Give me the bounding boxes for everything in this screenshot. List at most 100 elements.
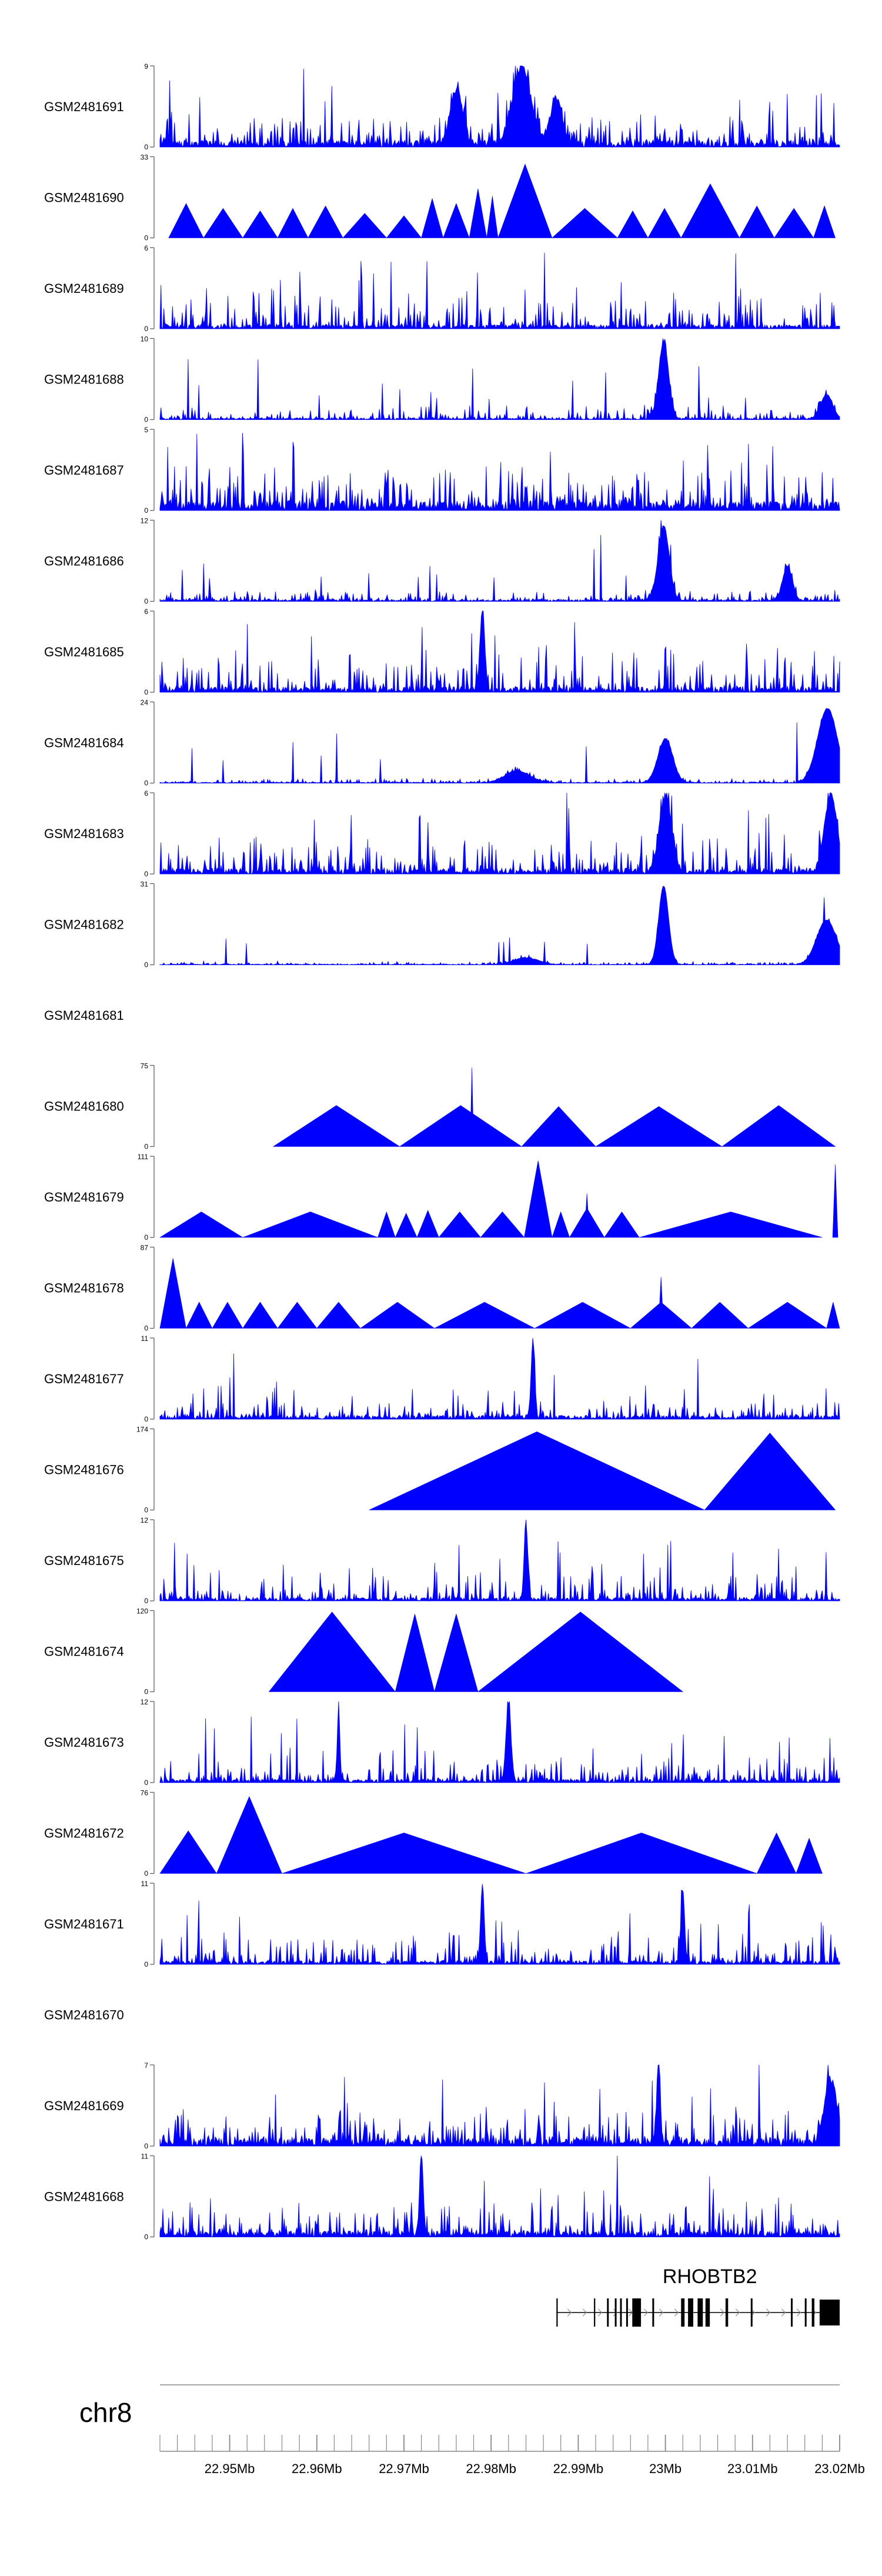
y-tick-label-min: 0 xyxy=(144,234,148,242)
exon xyxy=(705,2298,710,2327)
track-GSM2481672: GSM2481672 76 0 xyxy=(44,1789,823,1878)
track-GSM2481670: GSM2481670 xyxy=(44,2008,124,2023)
y-tick-label-max: 75 xyxy=(141,1062,149,1070)
track-label: GSM2481683 xyxy=(44,826,124,841)
track-label: GSM2481676 xyxy=(44,1463,124,1477)
exon xyxy=(804,2298,807,2327)
track-label: GSM2481674 xyxy=(44,1644,124,1659)
x-tick-label: 23Mb xyxy=(649,2461,681,2476)
y-tick-label-min: 0 xyxy=(144,1506,148,1514)
track-label: GSM2481681 xyxy=(44,1008,124,1023)
coverage-area-GSM2481687 xyxy=(159,432,840,511)
track-GSM2481675: GSM2481675 12 0 xyxy=(44,1516,840,1605)
strand-arrow xyxy=(613,2308,618,2317)
exon xyxy=(750,2298,753,2327)
coverage-area-GSM2481675 xyxy=(159,1519,840,1602)
track-GSM2481673: GSM2481673 12 0 xyxy=(44,1698,840,1787)
track-GSM2481677: GSM2481677 11 0 xyxy=(44,1334,840,1423)
strand-arrow xyxy=(659,2308,664,2317)
strand-arrow xyxy=(582,2308,587,2317)
coverage-area-GSM2481674 xyxy=(268,1611,684,1692)
coverage-area-GSM2481676 xyxy=(369,1431,836,1510)
y-tick-label-max: 6 xyxy=(144,244,148,252)
coverage-area-GSM2481690 xyxy=(168,163,836,238)
gene-track: RHOBTB2 xyxy=(556,2265,840,2327)
y-tick-label-max: 24 xyxy=(141,699,149,707)
y-tick-label-max: 6 xyxy=(144,608,148,616)
exon xyxy=(632,2298,642,2327)
y-tick-label-min: 0 xyxy=(144,688,148,696)
track-label: GSM2481686 xyxy=(44,554,124,569)
coverage-area-GSM2481691 xyxy=(159,65,840,148)
track-GSM2481682: GSM2481682 31 0 xyxy=(44,880,840,969)
y-tick-label-min: 0 xyxy=(144,2233,148,2241)
strand-arrow xyxy=(643,2308,649,2317)
exon xyxy=(681,2298,685,2327)
y-tick-label-max: 5 xyxy=(144,426,148,434)
track-label: GSM2481685 xyxy=(44,645,124,659)
track-GSM2481676: GSM2481676 174 0 xyxy=(44,1426,836,1514)
y-tick-label-min: 0 xyxy=(144,1233,148,1242)
x-tick-label: 23.02Mb xyxy=(814,2461,865,2476)
exon xyxy=(697,2298,703,2327)
exon xyxy=(626,2298,628,2327)
track-label: GSM2481671 xyxy=(44,1917,124,1931)
track-label: GSM2481680 xyxy=(44,1099,124,1114)
track-GSM2481690: GSM2481690 33 0 xyxy=(44,154,836,242)
coverage-area-GSM2481686 xyxy=(159,520,840,602)
y-tick-label-max: 6 xyxy=(144,789,148,798)
track-label: GSM2481679 xyxy=(44,1190,124,1204)
track-label: GSM2481684 xyxy=(44,736,124,750)
track-GSM2481681: GSM2481681 xyxy=(44,1008,124,1023)
y-tick-label-min: 0 xyxy=(144,598,148,606)
y-tick-label-min: 0 xyxy=(144,1870,148,1878)
exon xyxy=(791,2298,793,2327)
strand-arrow xyxy=(674,2308,679,2317)
chromosome-label: chr8 xyxy=(79,2397,132,2428)
coverage-area-GSM2481688 xyxy=(159,338,840,421)
strand-arrow xyxy=(796,2308,801,2317)
track-label: GSM2481670 xyxy=(44,2008,124,2023)
y-tick-label-min: 0 xyxy=(144,870,148,878)
y-tick-label-max: 12 xyxy=(141,1516,149,1524)
y-tick-label-min: 0 xyxy=(144,1597,148,1605)
coverage-area-GSM2481683 xyxy=(159,792,840,875)
track-label: GSM2481678 xyxy=(44,1281,124,1296)
track-label: GSM2481690 xyxy=(44,191,124,205)
exon xyxy=(811,2298,814,2327)
y-tick-label-max: 12 xyxy=(141,1698,149,1706)
y-tick-label-max: 87 xyxy=(141,1244,149,1252)
exon xyxy=(607,2298,609,2327)
track-GSM2481679: GSM2481679 111 0 xyxy=(44,1153,838,1242)
strand-arrow xyxy=(720,2308,725,2317)
track-GSM2481687: GSM2481687 5 0 xyxy=(44,426,840,515)
strand-arrow xyxy=(597,2308,603,2317)
coverage-area-GSM2481684 xyxy=(159,708,840,784)
exon xyxy=(725,2298,729,2327)
y-tick-label-max: 120 xyxy=(136,1607,148,1616)
coverage-area-GSM2481672 xyxy=(159,1796,823,1874)
track-GSM2481674: GSM2481674 120 0 xyxy=(44,1607,684,1696)
y-tick-label-min: 0 xyxy=(144,143,148,151)
y-tick-label-max: 11 xyxy=(141,1334,149,1343)
y-tick-label-min: 0 xyxy=(144,2142,148,2150)
y-tick-label-max: 111 xyxy=(138,1153,149,1161)
track-GSM2481689: GSM2481689 6 0 xyxy=(44,244,840,333)
y-tick-label-max: 11 xyxy=(141,1880,149,1888)
y-tick-label-min: 0 xyxy=(144,961,148,969)
track-GSM2481671: GSM2481671 11 0 xyxy=(44,1880,840,1968)
track-label: GSM2481677 xyxy=(44,1372,124,1386)
y-tick-label-max: 12 xyxy=(141,517,149,525)
x-tick-label: 22.97Mb xyxy=(379,2461,429,2476)
track-label: GSM2481675 xyxy=(44,1553,124,1568)
coverage-area-GSM2481673 xyxy=(159,1701,840,1784)
track-GSM2481678: GSM2481678 87 0 xyxy=(44,1244,840,1333)
track-GSM2481669: GSM2481669 7 0 xyxy=(44,2061,840,2150)
y-tick-label-max: 31 xyxy=(141,880,149,889)
coverage-area-GSM2481671 xyxy=(159,1884,840,1966)
coverage-area-GSM2481680 xyxy=(272,1067,836,1147)
track-label: GSM2481669 xyxy=(44,2098,124,2113)
strand-arrow xyxy=(735,2308,740,2317)
coverage-area-GSM2481678 xyxy=(159,1258,840,1329)
track-label: GSM2481688 xyxy=(44,372,124,387)
